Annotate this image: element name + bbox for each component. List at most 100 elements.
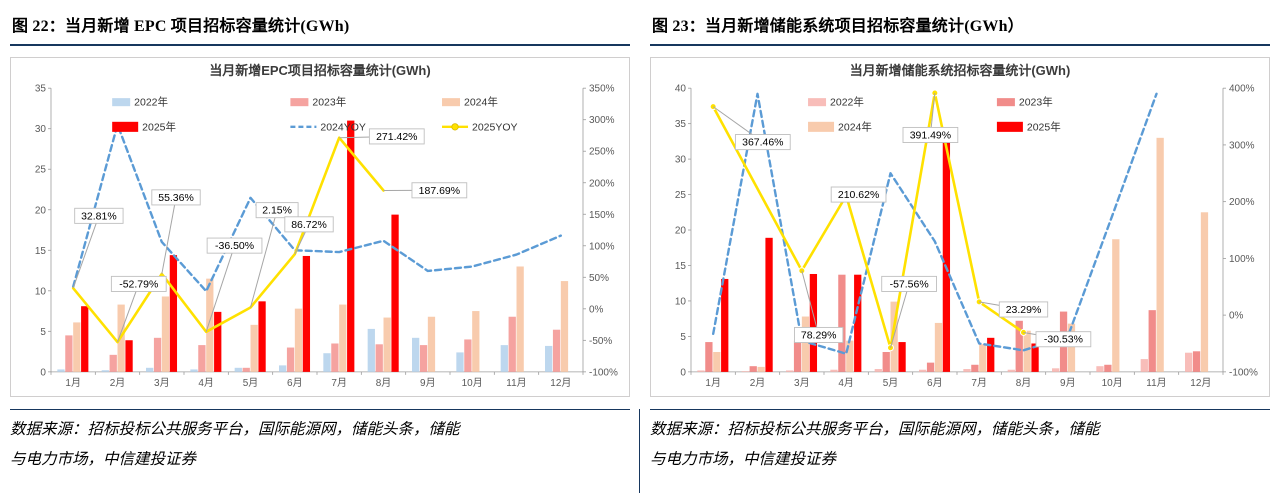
bar-2023年-3月: [153, 337, 162, 372]
source-note-line1: 数据来源：招标投标公共服务平台，国际能源网，储能头条，储能: [650, 421, 1100, 438]
bar-2023年-12月: [1192, 351, 1201, 372]
svg-text:35: 35: [675, 119, 687, 130]
chart-title: 当月新增EPC项目招标容量统计(GWh): [209, 63, 430, 78]
line-2024YOY: [712, 92, 1158, 355]
svg-text:15: 15: [675, 261, 687, 272]
svg-text:35: 35: [35, 84, 47, 95]
footer-rule-right: [650, 409, 1270, 410]
annotation-box: [881, 275, 937, 292]
bar-2022年-1月: [57, 369, 65, 372]
bar-2022年-4月: [190, 369, 198, 372]
bar-2022年-6月: [919, 369, 927, 372]
bar-2025年-4月: [854, 274, 862, 372]
svg-text:25: 25: [35, 165, 47, 176]
annotation-box: [1035, 331, 1092, 348]
bar-2025年-5月: [258, 301, 266, 372]
svg-text:25: 25: [675, 190, 687, 201]
annotation-connector: [72, 215, 100, 289]
bar-2022年-1月: [697, 370, 705, 372]
svg-text:0%: 0%: [1229, 311, 1244, 322]
bar-2023年-4月: [198, 345, 206, 372]
svg-text:-100%: -100%: [589, 367, 618, 378]
svg-text:0%: 0%: [589, 304, 604, 315]
bar-2024年-9月: [427, 316, 436, 372]
annotation-connector: [801, 270, 820, 336]
annotation-box: [74, 207, 124, 224]
figure-panel-epc: 图 22：当月新增 EPC 项目招标容量统计(GWh) 当月新增EPC项目招标容…: [10, 0, 630, 475]
bar-2025年-6月: [302, 255, 311, 372]
annotation-label: 2.15%: [262, 205, 292, 217]
bar-2024年-11月: [516, 266, 524, 372]
bar-2022年-11月: [1140, 359, 1148, 372]
legend-label: 2024年: [464, 96, 498, 109]
annotation-box: [998, 301, 1049, 318]
bar-2023年-1月: [65, 335, 73, 372]
svg-text:1月: 1月: [65, 377, 81, 389]
annotation-connector: [117, 283, 140, 343]
bar-2023年-3月: [793, 340, 802, 372]
bar-2025年-7月: [987, 337, 995, 372]
figure-23-caption: 图 23：当月新增储能系统项目招标容量统计(GWh）: [650, 0, 1270, 46]
annotation-label: 32.81%: [81, 210, 117, 222]
bar-2024年-1月: [713, 351, 721, 372]
svg-text:12月: 12月: [1190, 377, 1211, 389]
legend-swatch-bar: [808, 121, 835, 132]
svg-text:10: 10: [35, 286, 47, 297]
footer-column-divider: [639, 409, 640, 493]
bar-2024年-7月: [339, 304, 347, 372]
bar-2024年-2月: [757, 366, 765, 372]
legend-label: 2024年: [838, 120, 872, 133]
bar-2024年-3月: [161, 296, 170, 372]
bar-2022年-9月: [412, 337, 420, 372]
svg-text:100%: 100%: [589, 241, 615, 252]
bar-2023年-5月: [242, 367, 250, 372]
bar-2024年-5月: [250, 324, 258, 372]
svg-text:20: 20: [675, 226, 687, 237]
annotation-label: -36.50%: [215, 240, 254, 252]
bar-2024年-1月: [73, 322, 81, 372]
svg-text:15: 15: [35, 246, 47, 257]
bar-2023年-7月: [331, 343, 339, 372]
annotation-box: [110, 275, 167, 292]
bar-2023年-4月: [838, 274, 846, 372]
svg-text:100%: 100%: [1229, 254, 1255, 265]
svg-text:-50%: -50%: [589, 336, 612, 347]
legend-swatch-bar: [996, 121, 1023, 132]
figure-22-caption: 图 22：当月新增 EPC 项目招标容量统计(GWh): [10, 0, 630, 46]
annotation-box: [902, 126, 959, 143]
footer-rule-left: [10, 409, 630, 410]
svg-text:7月: 7月: [331, 377, 347, 389]
bar-2023年-2月: [749, 366, 757, 372]
bar-2022年-2月: [101, 370, 109, 372]
bar-2023年-8月: [375, 344, 383, 372]
annotation-connector: [205, 245, 236, 332]
svg-text:40: 40: [675, 84, 687, 95]
bar-2022年-7月: [323, 353, 331, 372]
svg-text:30: 30: [35, 124, 47, 135]
bar-2024年-7月: [979, 344, 987, 372]
annotation-box: [734, 134, 791, 151]
bar-2022年-10月: [456, 352, 464, 372]
bar-2022年-2月: [741, 371, 749, 372]
bar-2024年-10月: [472, 311, 480, 372]
annotation-label: 271.42%: [376, 131, 417, 143]
annotation-label: 86.72%: [291, 219, 327, 231]
svg-text:0: 0: [680, 367, 686, 378]
bar-2023年-12月: [552, 329, 561, 372]
bar-2023年-10月: [464, 339, 472, 372]
annotation-label: 210.62%: [838, 189, 879, 201]
bar-2025年-8月: [391, 214, 399, 372]
marker-2025YOY: [975, 298, 983, 306]
legend-label: 2023年: [312, 96, 346, 109]
bar-2023年-10月: [1104, 364, 1112, 372]
legend-label: 2022年: [830, 96, 864, 109]
bar-2024年-11月: [1156, 137, 1164, 372]
svg-text:50%: 50%: [589, 273, 609, 284]
svg-text:20: 20: [35, 205, 47, 216]
svg-text:300%: 300%: [589, 115, 615, 126]
annotation-label: 391.49%: [910, 129, 951, 141]
svg-text:10月: 10月: [1102, 377, 1123, 389]
bar-2023年-8月: [1015, 320, 1023, 372]
annotation-label: -52.79%: [119, 278, 158, 290]
annotation-box: [368, 128, 425, 145]
